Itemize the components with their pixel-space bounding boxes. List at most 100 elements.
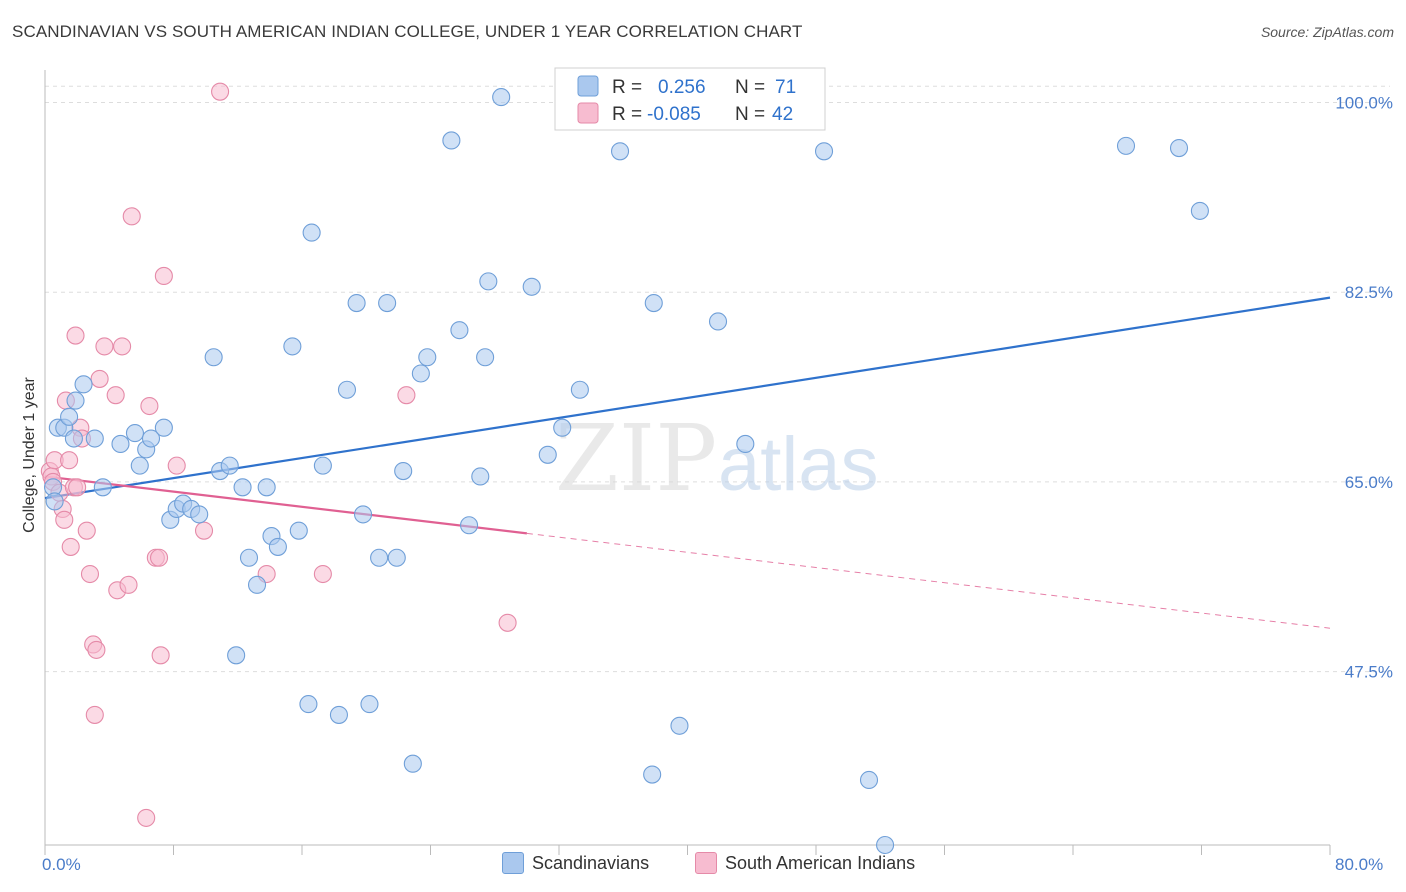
south-american-indians-swatch-icon	[695, 852, 717, 874]
data-point-south-american-indians	[167, 456, 186, 475]
data-point-scandinavians	[289, 521, 308, 540]
data-point-scandinavians	[1169, 138, 1189, 158]
trend-lines	[44, 296, 1331, 629]
data-point-scandinavians	[268, 537, 287, 556]
legend-r-value-2: -0.085	[647, 104, 701, 125]
data-point-scandinavians	[220, 456, 239, 475]
data-point-scandinavians	[154, 418, 173, 437]
data-point-scandinavians	[125, 424, 144, 443]
data-point-south-american-indians	[149, 548, 169, 567]
data-point-south-american-indians	[90, 369, 109, 388]
data-point-scandinavians	[370, 548, 389, 567]
data-point-scandinavians	[299, 695, 318, 714]
legend-r-value-1: 0.256	[658, 77, 706, 98]
data-point-scandinavians	[492, 88, 511, 107]
watermark: ZIP atlas	[555, 405, 879, 512]
data-point-scandinavians	[239, 548, 259, 567]
y-tick-labels: 47.5% 65.0% 82.5% 100.0%	[1335, 94, 1393, 682]
scandinavians-swatch-icon	[502, 852, 524, 874]
data-point-south-american-indians	[77, 521, 96, 540]
data-point-scandinavians	[111, 434, 130, 454]
data-point-scandinavians	[479, 272, 498, 291]
y-tick-label: 47.5%	[1345, 663, 1393, 682]
data-point-scandinavians	[130, 456, 149, 475]
data-point-south-american-indians	[397, 386, 416, 405]
data-point-south-american-indians	[85, 705, 104, 724]
legend-label-scandinavians: Scandinavians	[532, 852, 650, 873]
data-point-south-american-indians	[122, 207, 141, 226]
data-point-scandinavians	[93, 478, 112, 497]
data-point-scandinavians	[411, 364, 430, 383]
data-point-scandinavians	[74, 375, 93, 394]
data-point-south-american-indians	[194, 521, 214, 540]
data-point-scandinavians	[257, 478, 276, 497]
legend-swatch-pink	[577, 102, 599, 124]
legend-item-south-american-indians[interactable]: South American Indians	[695, 852, 915, 874]
data-point-scandinavians	[736, 434, 755, 454]
data-point-scandinavians	[204, 348, 223, 367]
data-point-scandinavians	[476, 348, 495, 367]
data-point-scandinavians	[66, 391, 85, 410]
data-point-scandinavians	[141, 429, 161, 448]
data-point-scandinavians	[814, 142, 834, 161]
data-point-scandinavians	[538, 445, 557, 464]
x-tick-labels: 0.0% 80.0%	[42, 855, 1383, 874]
trend-line-scandinavians	[44, 296, 1331, 500]
data-point-scandinavians	[378, 293, 397, 313]
stats-legend: R = 0.256 N = 71 R = -0.085 N = 42	[554, 67, 826, 131]
data-point-south-american-indians	[60, 451, 79, 470]
data-point-south-american-indians	[80, 564, 100, 584]
data-point-south-american-indians	[154, 266, 173, 285]
data-point-south-american-indians	[498, 613, 517, 632]
data-point-south-american-indians	[106, 386, 125, 405]
watermark-zip: ZIP	[555, 405, 717, 512]
legend-item-scandinavians[interactable]: Scandinavians	[502, 852, 649, 874]
data-point-scandinavians	[387, 548, 406, 567]
data-point-scandinavians	[403, 754, 422, 773]
data-point-scandinavians	[60, 407, 79, 426]
data-point-south-american-indians	[68, 478, 87, 497]
chart-title: SCANDINAVIAN VS SOUTH AMERICAN INDIAN CO…	[12, 22, 803, 41]
data-point-south-american-indians	[137, 808, 156, 827]
data-point-scandinavians	[442, 131, 461, 150]
x-tick-label-min: 0.0%	[42, 855, 81, 874]
data-points	[40, 82, 1209, 855]
data-point-scandinavians	[302, 223, 321, 242]
stats-legend-box	[554, 67, 826, 131]
data-point-scandinavians	[337, 380, 357, 399]
data-point-scandinavians	[64, 429, 83, 448]
data-point-scandinavians	[708, 312, 728, 331]
data-point-south-american-indians	[55, 510, 74, 529]
data-point-scandinavians	[1190, 201, 1209, 220]
data-point-scandinavians	[353, 505, 373, 524]
legend-r-label-2: R =	[612, 104, 642, 125]
data-point-scandinavians	[859, 770, 879, 790]
x-ticks	[44, 845, 1331, 855]
legend-n-value-2: 42	[772, 104, 793, 125]
data-point-scandinavians	[45, 492, 64, 511]
legend-n-value-1: 71	[775, 77, 796, 98]
trend-line-south-american-indians-extension	[526, 532, 1331, 629]
data-point-scandinavians	[347, 293, 366, 313]
data-point-scandinavians	[1116, 136, 1136, 155]
y-axis-label: College, Under 1 year	[21, 377, 38, 533]
data-point-scandinavians	[644, 293, 663, 313]
data-point-scandinavians	[876, 835, 895, 855]
y-tick-label: 65.0%	[1345, 473, 1393, 492]
data-point-south-american-indians	[151, 646, 170, 665]
data-point-south-american-indians	[87, 640, 106, 659]
data-point-scandinavians	[471, 467, 490, 486]
data-point-scandinavians	[394, 461, 413, 481]
legend-label-south-american-indians: South American Indians	[725, 852, 916, 873]
data-point-south-american-indians	[61, 537, 80, 556]
legend-swatch-blue	[577, 75, 599, 97]
data-point-south-american-indians	[95, 337, 114, 356]
legend-n-label-1: N =	[735, 77, 765, 98]
y-tick-label: 100.0%	[1335, 94, 1393, 113]
data-point-scandinavians	[450, 321, 469, 340]
data-point-scandinavians	[522, 277, 541, 296]
data-point-scandinavians	[227, 646, 246, 665]
data-point-scandinavians	[570, 380, 589, 399]
data-point-scandinavians	[313, 456, 332, 475]
